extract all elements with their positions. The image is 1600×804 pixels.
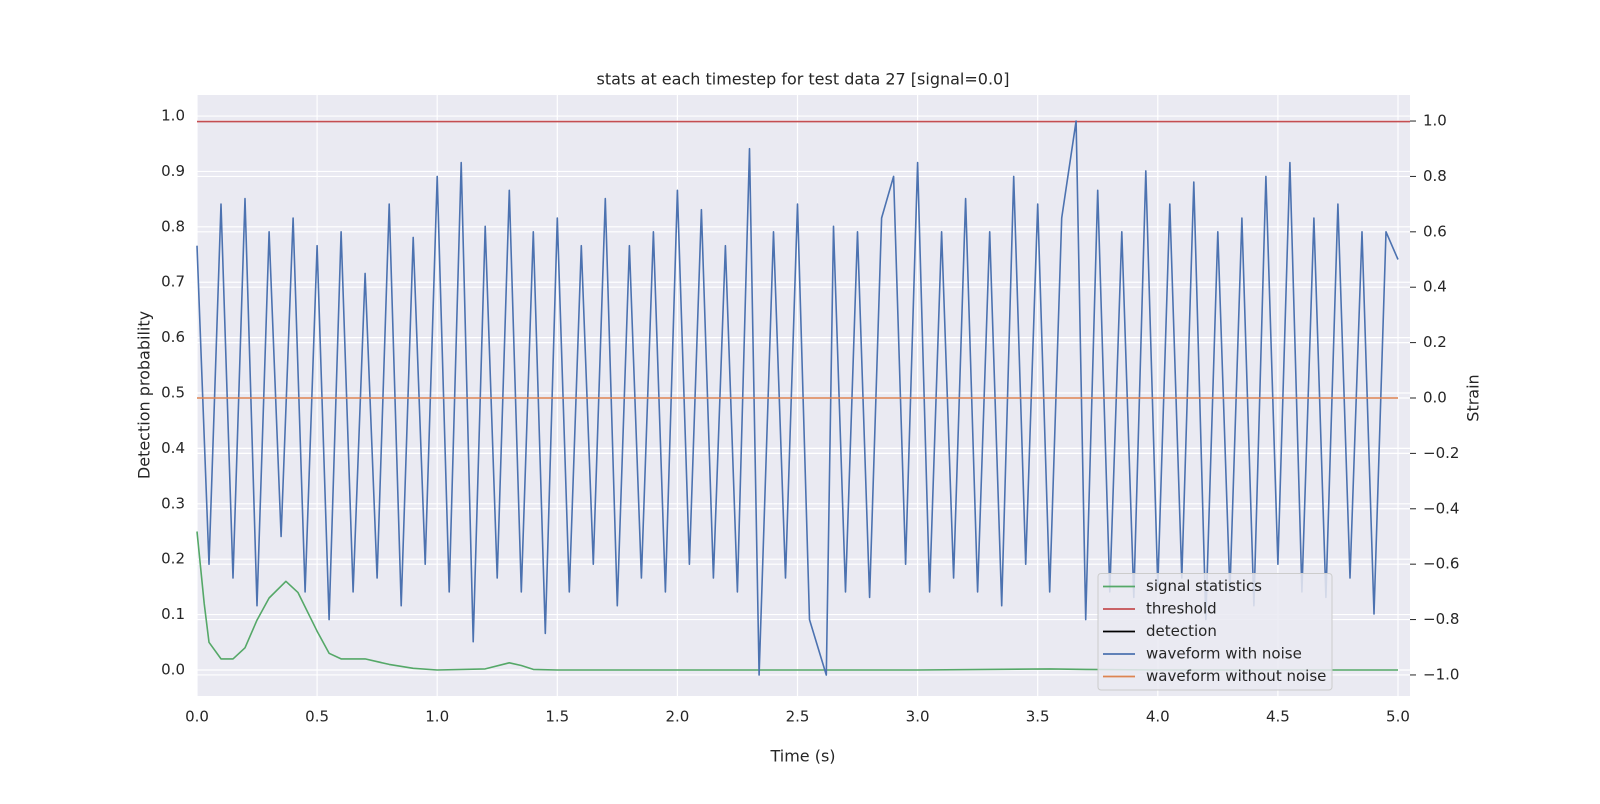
y-tick-label: 0.9 xyxy=(161,162,185,180)
y-tick-label: 0.1 xyxy=(161,605,185,623)
x-tick-label: 5.0 xyxy=(1386,708,1410,726)
legend-label: waveform with noise xyxy=(1146,645,1302,663)
x-tick-label: 0.5 xyxy=(305,708,329,726)
legend-box xyxy=(1097,573,1333,691)
x-tick-label: 4.5 xyxy=(1266,708,1290,726)
y-tick-label: 0.0 xyxy=(161,660,185,678)
legend-label: signal statistics xyxy=(1146,577,1262,595)
axes: 0.0 0.5 1.0 1.5 2.0 2.5 3.0 3.5 4.0 4.5 5.0 0.0 0.1 0… xyxy=(161,107,1459,726)
y2-tick-label: 0.6 xyxy=(1423,222,1447,240)
y-tick-label: 1.0 xyxy=(161,107,185,125)
y2-tick-label: 0.2 xyxy=(1423,333,1447,351)
x-axis-label: Time (s) xyxy=(769,747,835,766)
lines xyxy=(196,120,1410,676)
y-tick-label: 0.7 xyxy=(161,273,185,291)
x-tick-label: 1.5 xyxy=(545,708,569,726)
y2-tick-label: −1.0 xyxy=(1423,665,1459,683)
x-tick-label: 2.0 xyxy=(665,708,689,726)
chart-title: stats at each timestep for test data 27 … xyxy=(597,70,1010,89)
y-axis-label: Detection probability xyxy=(135,311,154,479)
y2-tick-label: −0.4 xyxy=(1423,499,1459,517)
y2-tick-label: −0.2 xyxy=(1423,444,1459,462)
x-tick-label: 2.5 xyxy=(786,708,810,726)
y-tick-label: 0.6 xyxy=(161,328,185,346)
x-tick-label: 0.0 xyxy=(185,708,209,726)
legend-label: detection xyxy=(1146,622,1217,640)
y-tick-label: 0.2 xyxy=(161,550,185,568)
y-tick-label: 0.3 xyxy=(161,494,185,512)
y2-tick-label: −0.6 xyxy=(1423,555,1459,573)
y2-tick-label: 0.0 xyxy=(1423,388,1447,406)
legend-label: threshold xyxy=(1146,600,1217,618)
y-tick-label: 0.4 xyxy=(161,439,185,457)
y2-axis-label: Strain xyxy=(1464,374,1483,421)
legend-label: waveform without noise xyxy=(1146,667,1326,685)
y-tick-label: 0.8 xyxy=(161,217,185,235)
y2-tick-label: −0.8 xyxy=(1423,610,1459,628)
series-line xyxy=(196,120,1399,676)
series-line xyxy=(196,531,1398,671)
y2-tick-label: 0.8 xyxy=(1423,167,1447,185)
y2-tick-label: 0.4 xyxy=(1423,278,1447,296)
y-tick-label: 0.5 xyxy=(161,384,185,402)
y2-tick-label: 1.0 xyxy=(1423,112,1447,130)
x-tick-label: 4.0 xyxy=(1146,708,1170,726)
x-tick-label: 3.5 xyxy=(1026,708,1050,726)
x-tick-label: 3.0 xyxy=(906,708,930,726)
legend: signal statistics threshold detection wavef… xyxy=(1097,573,1333,691)
x-tick-label: 1.0 xyxy=(425,708,449,726)
